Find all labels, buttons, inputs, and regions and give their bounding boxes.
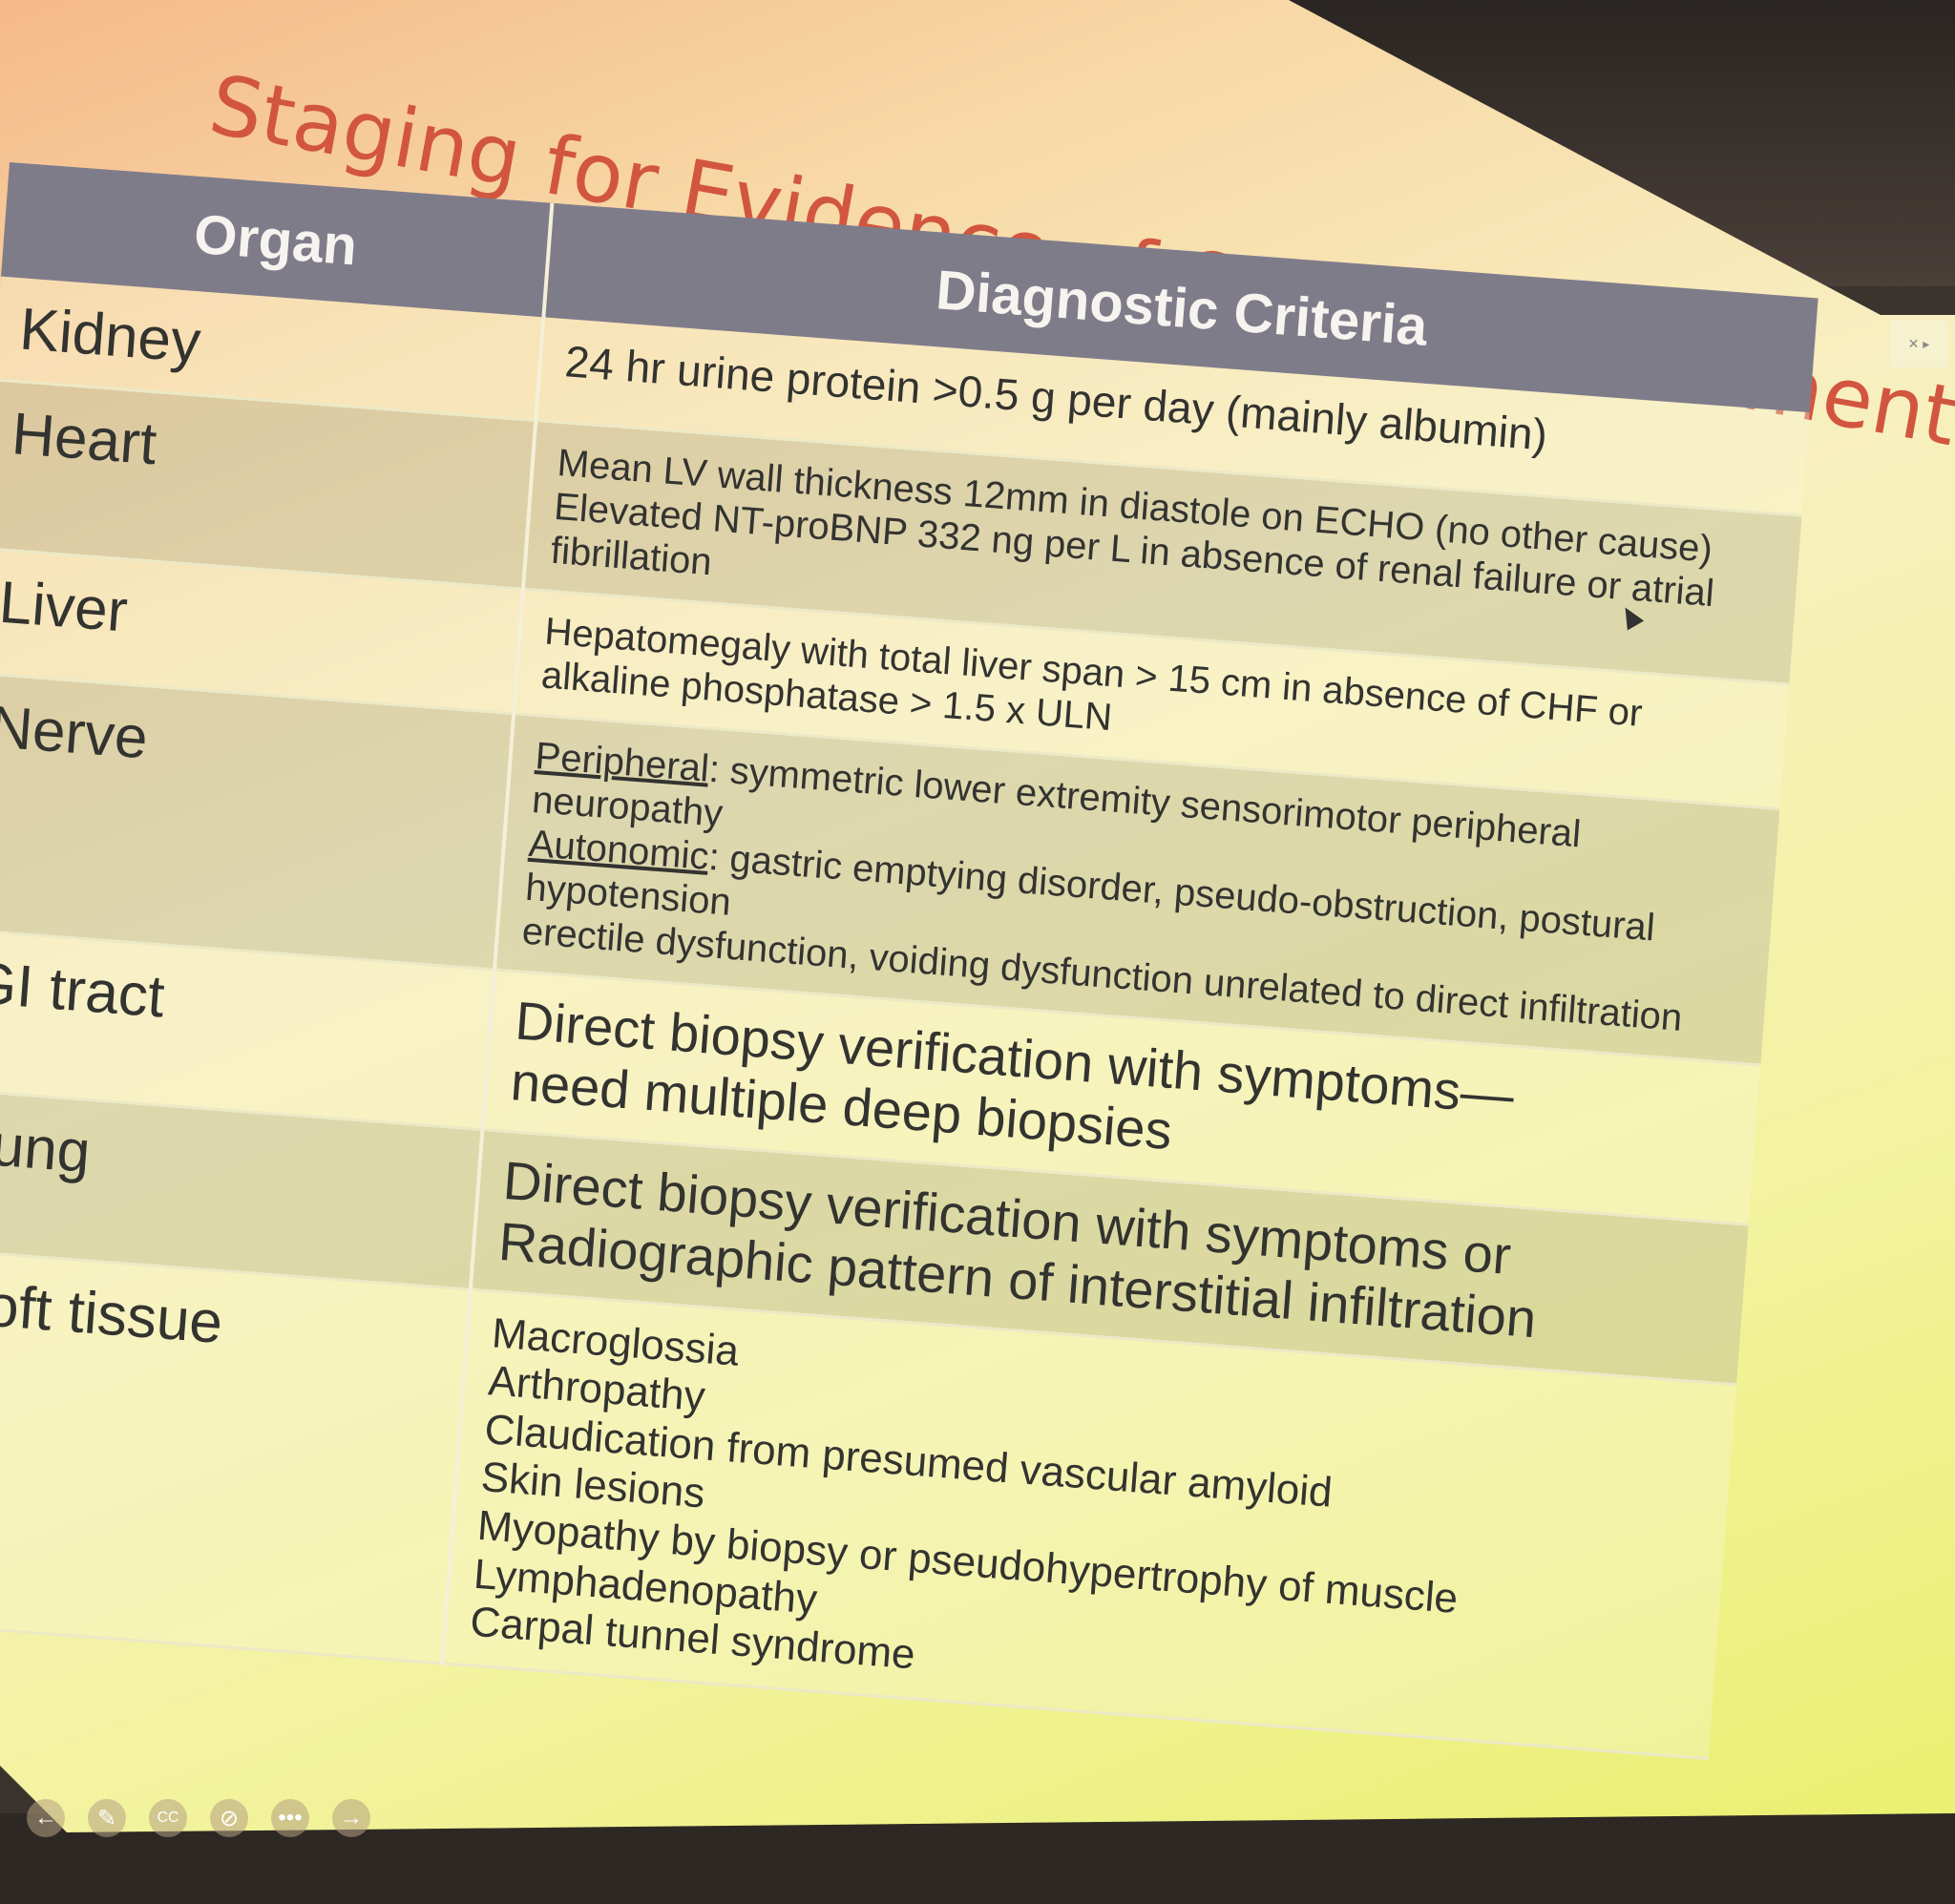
presenter-toolbar: ← ✎ CC ⊘ ••• →	[27, 1799, 370, 1837]
organ-soft-tissue: Soft tissue	[0, 1247, 471, 1663]
camera-off-icon[interactable]: ⊘	[210, 1799, 248, 1837]
back-arrow-icon[interactable]: ←	[27, 1799, 65, 1837]
criteria-table-wrapper: Organ Diagnostic Criteria Kidney 24 hr u…	[0, 162, 1818, 1760]
pen-icon[interactable]: ✎	[88, 1799, 126, 1837]
criteria-table: Organ Diagnostic Criteria Kidney 24 hr u…	[0, 162, 1818, 1760]
captions-icon[interactable]: CC	[149, 1799, 187, 1837]
forward-arrow-icon[interactable]: →	[332, 1799, 370, 1837]
organ-nerve: Nerve	[0, 672, 515, 970]
captions-label: CC	[157, 1810, 179, 1826]
window-controls-icon[interactable]: ✕ ▸	[1890, 320, 1947, 367]
more-icon[interactable]: •••	[271, 1799, 309, 1837]
